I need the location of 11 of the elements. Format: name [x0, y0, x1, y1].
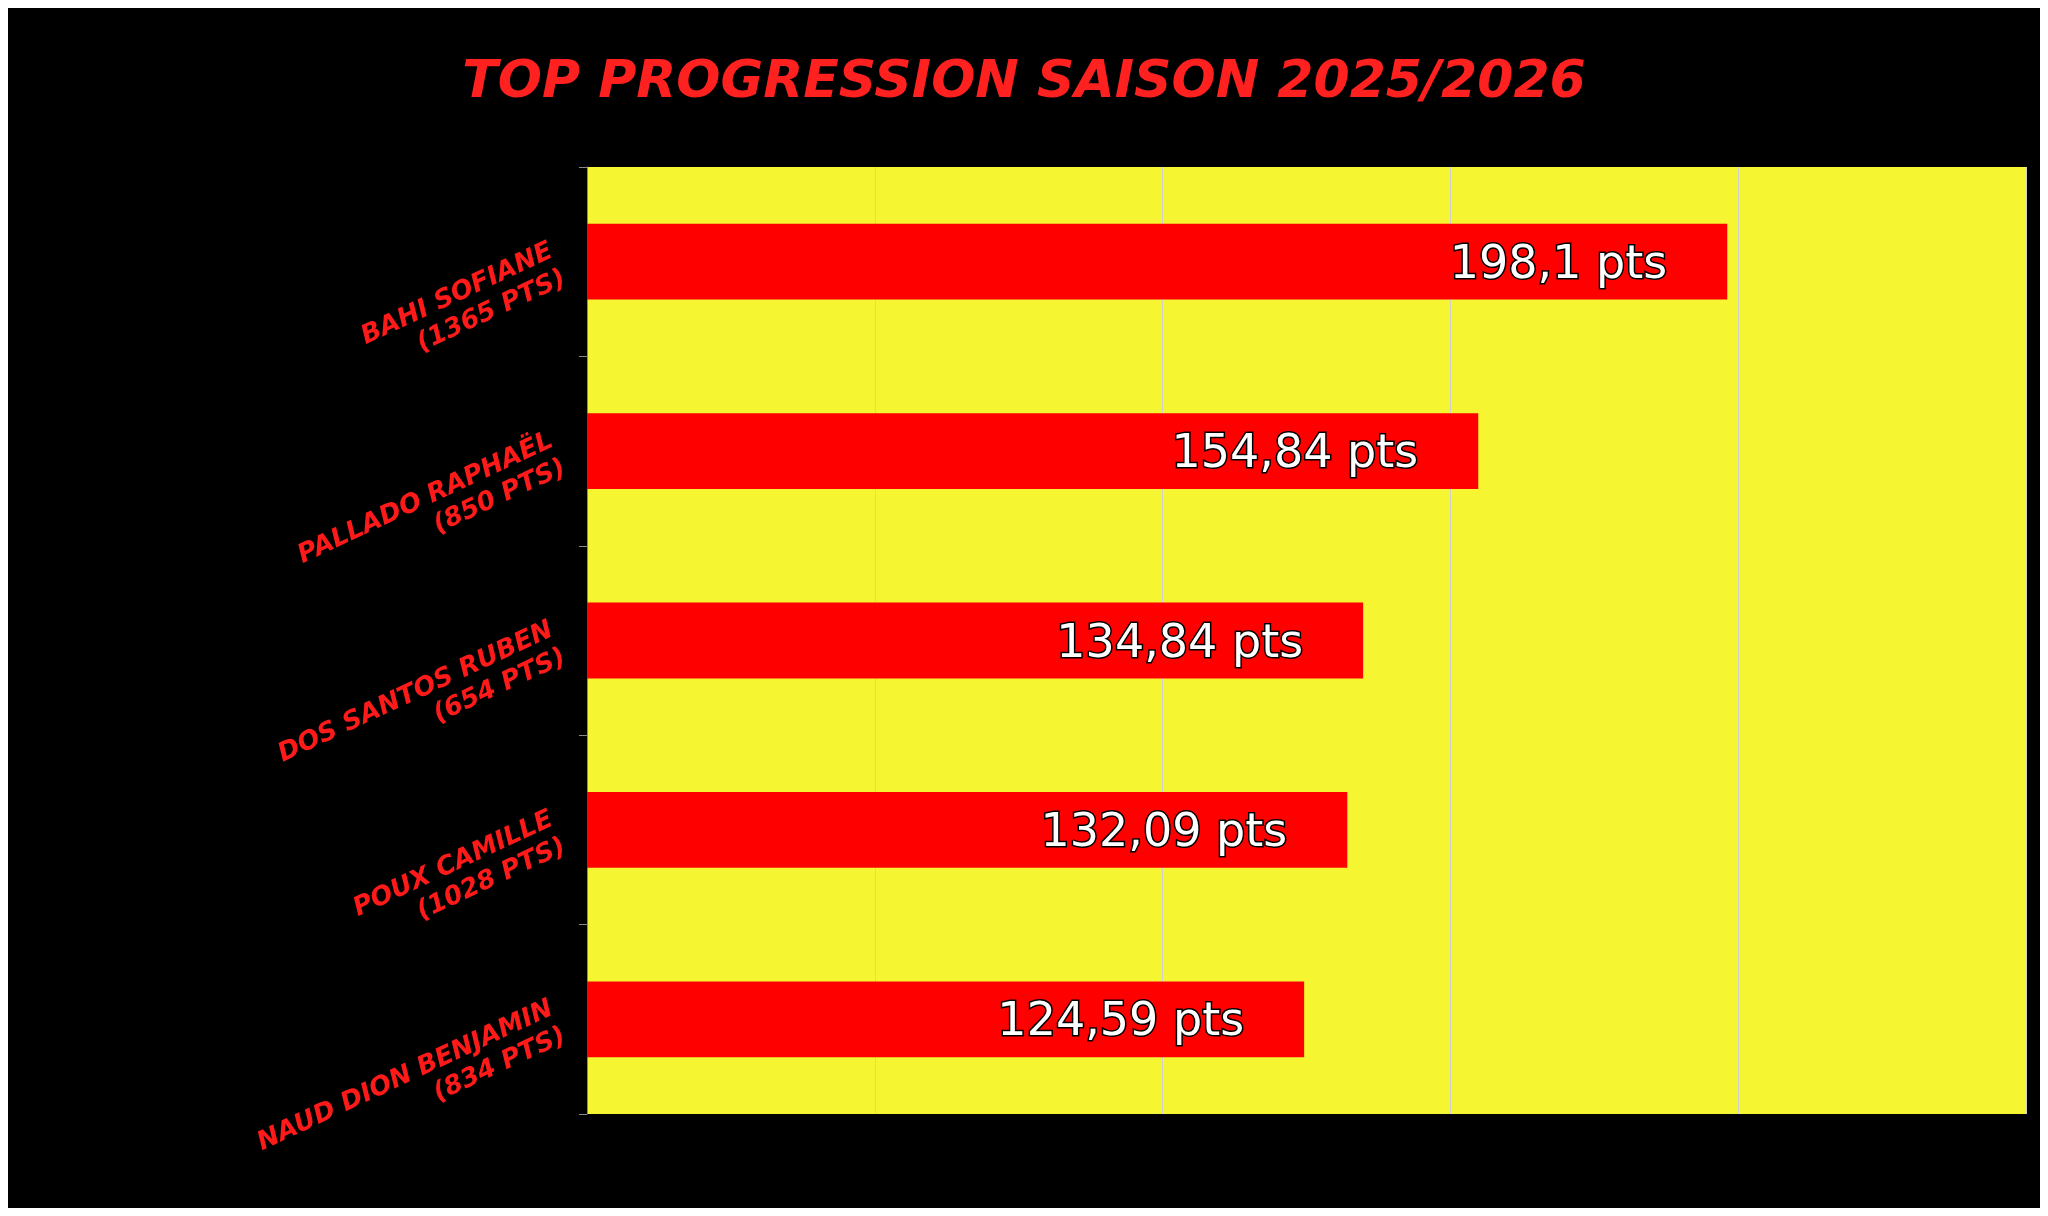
data-label: 124,59 pts	[997, 992, 1245, 1047]
chart-title: TOP PROGRESSION SAISON 2025/2026	[462, 49, 1586, 109]
bar	[587, 223, 1728, 300]
bar	[587, 981, 1305, 1058]
bar	[587, 602, 1364, 679]
bar	[587, 413, 1479, 489]
data-label: 198,1 pts	[1449, 234, 1668, 289]
data-label: 132,09 pts	[1040, 802, 1288, 857]
bar	[587, 792, 1348, 868]
data-label: 134,84 pts	[1056, 613, 1304, 668]
data-label: 154,84 pts	[1171, 424, 1419, 479]
